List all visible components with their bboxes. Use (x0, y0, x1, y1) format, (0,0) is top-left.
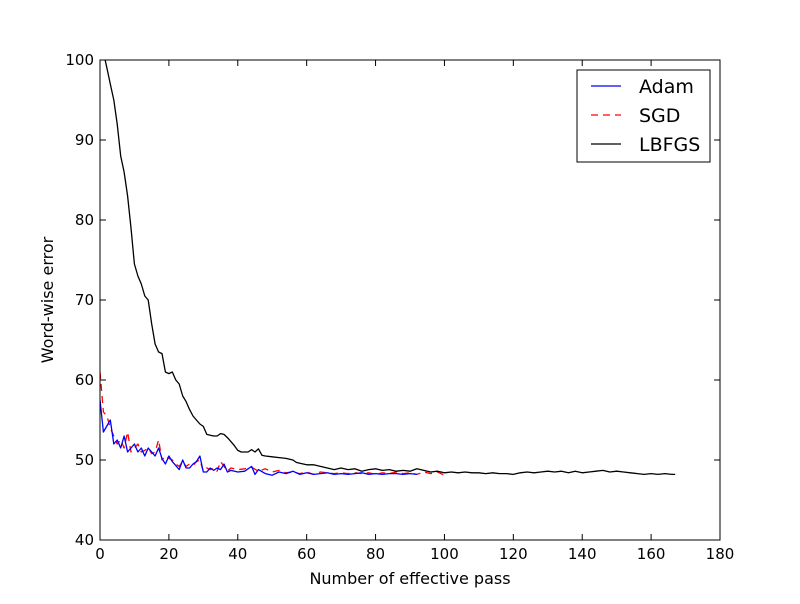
series-line-adam (100, 399, 417, 476)
x-tick-label: 120 (499, 545, 528, 563)
y-tick-label: 70 (75, 291, 94, 309)
x-tick-label: 140 (568, 545, 597, 563)
x-tick-label: 20 (159, 545, 178, 563)
x-tick-label: 100 (430, 545, 459, 563)
legend-label-adam: Adam (639, 76, 694, 98)
x-tick-label: 40 (228, 545, 247, 563)
x-tick-label: 160 (637, 545, 666, 563)
legend-box (576, 69, 711, 163)
series-layer (100, 60, 676, 476)
y-tick-label: 90 (75, 131, 94, 149)
y-tick-label: 50 (75, 451, 94, 469)
x-axis-ticks: 0 20 40 60 80 100 120 140 160 180 (95, 60, 734, 563)
legend: Adam SGD LBFGS (576, 69, 711, 163)
x-tick-label: 180 (706, 545, 735, 563)
y-tick-label: 60 (75, 371, 94, 389)
legend-label-sgd: SGD (639, 105, 680, 127)
series-line-lbfgs (104, 60, 676, 476)
y-tick-label: 80 (75, 211, 94, 229)
legend-label-lbfgs: LBFGS (639, 134, 700, 156)
series-line-sgd (100, 371, 445, 476)
y-tick-label: 40 (75, 531, 94, 549)
x-tick-label: 80 (366, 545, 385, 563)
y-tick-label: 100 (65, 51, 94, 69)
x-tick-label: 0 (95, 545, 105, 563)
y-axis-ticks: 40 50 60 70 80 90 100 (65, 51, 720, 549)
y-axis-label: Word-wise error (38, 236, 57, 363)
x-axis-label: Number of effective pass (309, 569, 510, 588)
x-tick-label: 60 (297, 545, 316, 563)
